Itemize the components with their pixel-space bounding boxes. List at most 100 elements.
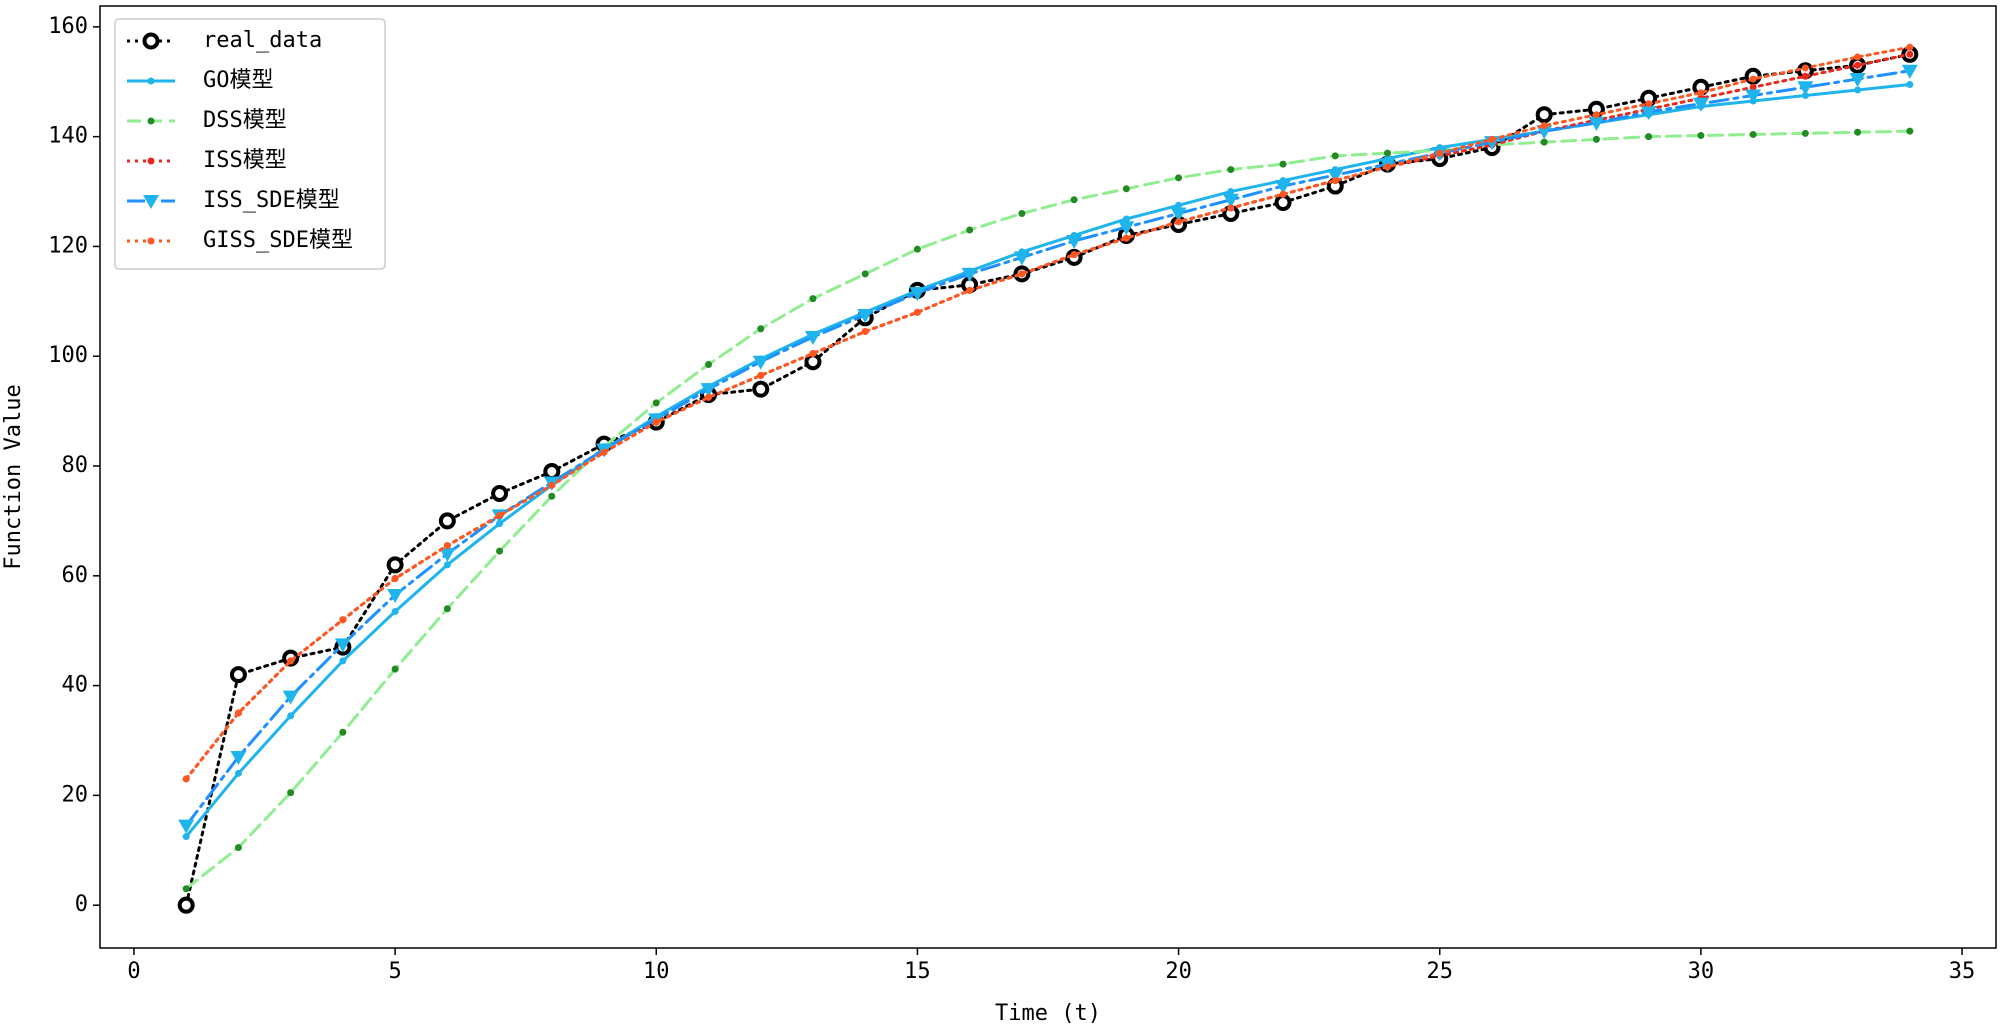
legend-label: DSS模型 (203, 108, 287, 133)
marker (543, 463, 561, 481)
marker (752, 355, 769, 370)
marker (177, 896, 195, 914)
marker (1122, 234, 1130, 242)
marker (386, 556, 404, 574)
marker (913, 245, 921, 253)
marker (1384, 149, 1392, 157)
marker (287, 712, 295, 720)
series-line (184, 52, 1912, 781)
y-tick-label: 140 (48, 124, 88, 149)
marker (496, 520, 504, 528)
marker (182, 833, 190, 841)
legend-marker (147, 157, 155, 165)
marker (913, 308, 921, 316)
marker (1801, 129, 1809, 137)
marker (391, 607, 399, 615)
marker (443, 605, 451, 613)
marker (1854, 61, 1862, 69)
marker (1749, 75, 1757, 83)
marker (339, 657, 347, 665)
marker (234, 844, 242, 852)
legend-label: GISS_SDE模型 (203, 228, 353, 253)
marker (1488, 135, 1496, 143)
marker (1906, 81, 1914, 88)
marker (752, 380, 770, 398)
legend-marker (142, 32, 160, 50)
y-tick-label: 0 (75, 892, 88, 917)
marker (1170, 207, 1187, 222)
marker (857, 309, 874, 324)
x-axis-label: Time (t) (995, 1001, 1101, 1026)
marker (491, 484, 509, 502)
marker (387, 589, 404, 604)
marker (391, 665, 399, 673)
marker (548, 492, 556, 500)
marker (861, 328, 869, 336)
legend: real_data GO模型 DSS模型 ISS模型 ISS_SDE模型 GISS_SDE… (114, 18, 386, 270)
marker (704, 393, 712, 401)
legend-marker (147, 77, 155, 85)
marker (1018, 210, 1026, 218)
marker (1331, 152, 1339, 160)
marker (961, 267, 978, 282)
y-tick-label: 120 (48, 233, 88, 258)
marker (1645, 100, 1653, 108)
marker (1227, 166, 1235, 174)
marker (234, 769, 242, 777)
x-tick-label: 0 (127, 959, 140, 984)
marker (600, 448, 608, 456)
marker (1854, 53, 1862, 61)
marker (229, 666, 247, 684)
series-line (184, 52, 1912, 907)
marker (1588, 116, 1605, 131)
y-tick-label: 20 (62, 782, 89, 807)
marker (182, 885, 190, 893)
legend-marker (147, 237, 155, 245)
marker (966, 226, 974, 234)
marker (1227, 188, 1235, 196)
marker (1535, 106, 1553, 124)
y-axis-label: Function Value (1, 384, 26, 569)
legend-marker (147, 117, 155, 125)
marker (438, 512, 456, 530)
marker (1070, 251, 1078, 259)
x-tick-label: 25 (1426, 959, 1453, 984)
marker (1592, 135, 1600, 143)
marker (652, 399, 660, 407)
marker (1274, 194, 1292, 212)
marker (178, 819, 195, 834)
marker (287, 789, 295, 797)
marker (1801, 91, 1809, 99)
marker (1384, 163, 1392, 171)
x-tick-label: 20 (1165, 959, 1192, 984)
legend-label: real_data (203, 28, 322, 53)
marker (1540, 122, 1548, 130)
marker (230, 750, 247, 765)
marker (1066, 234, 1083, 249)
marker (1645, 133, 1653, 141)
marker (339, 728, 347, 736)
series-line (184, 69, 1912, 828)
y-tick-label: 160 (48, 14, 88, 39)
marker (1275, 180, 1292, 195)
marker (1749, 83, 1757, 91)
marker (704, 360, 712, 368)
marker (809, 349, 817, 357)
legend-box (114, 18, 386, 270)
marker (287, 657, 295, 665)
marker (1692, 97, 1709, 112)
series-line (184, 83, 1912, 839)
x-tick-label: 10 (643, 959, 670, 984)
marker (496, 511, 504, 519)
marker (496, 547, 504, 555)
y-tick-label: 100 (48, 343, 88, 368)
legend-label: GO模型 (203, 68, 274, 93)
plot-frame (99, 5, 1997, 949)
x-tick-label: 5 (388, 959, 401, 984)
marker (1327, 169, 1344, 184)
marker (804, 331, 821, 346)
marker (1901, 64, 1918, 79)
y-tick-label: 60 (62, 563, 89, 588)
marker (182, 775, 190, 783)
marker (1013, 251, 1030, 266)
